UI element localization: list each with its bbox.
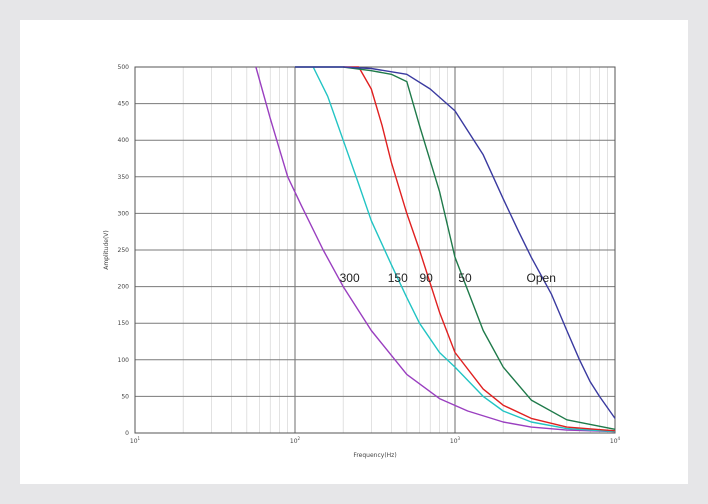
curve-label-150: 150 bbox=[388, 271, 408, 285]
y-tick-label: 0 bbox=[125, 430, 129, 437]
curve-label-open: Open bbox=[527, 271, 556, 285]
curve-label-300: 300 bbox=[340, 271, 360, 285]
plot-border bbox=[134, 66, 616, 434]
series-line-300 bbox=[255, 66, 616, 433]
y-tick-label: 350 bbox=[118, 174, 130, 181]
y-tick-label: 300 bbox=[118, 210, 130, 217]
x-tick-label: 101 bbox=[130, 436, 141, 445]
x-tick-label: 103 bbox=[450, 436, 461, 445]
grid bbox=[134, 66, 616, 434]
y-axis-label: Amplitude(V) bbox=[103, 230, 110, 270]
y-tick-label: 100 bbox=[118, 357, 130, 364]
plot-frame bbox=[134, 66, 616, 434]
y-tick-label: 250 bbox=[118, 247, 130, 254]
series-line-open bbox=[295, 66, 616, 419]
frequency-amplitude-chart: 0 50 100 150 200 250 300 350 400 450 500 101 102 103 1… bbox=[103, 64, 621, 459]
y-tick-label: 50 bbox=[121, 393, 129, 400]
y-tick-label: 200 bbox=[118, 284, 130, 291]
x-tick-label: 102 bbox=[290, 436, 301, 445]
y-tick-label: 400 bbox=[118, 137, 130, 144]
series-group bbox=[255, 66, 616, 433]
series-line-90 bbox=[343, 66, 616, 432]
series-line-50 bbox=[295, 66, 616, 430]
x-axis-label: Frequency(Hz) bbox=[353, 452, 396, 459]
y-tick-label: 450 bbox=[118, 101, 130, 108]
chart-card: 0 50 100 150 200 250 300 350 400 450 500 101 102 103 1… bbox=[20, 20, 688, 484]
series-line-150 bbox=[312, 66, 616, 433]
curve-label-50: 50 bbox=[458, 271, 472, 285]
curve-labels: 300 150 90 50 Open bbox=[340, 271, 556, 285]
y-tick-label: 150 bbox=[118, 320, 130, 327]
y-tick-label: 500 bbox=[118, 64, 130, 71]
x-tick-label: 104 bbox=[610, 436, 621, 445]
tick-labels: 0 50 100 150 200 250 300 350 400 450 500 101 102 103 1… bbox=[118, 64, 621, 445]
curve-label-90: 90 bbox=[420, 271, 434, 285]
